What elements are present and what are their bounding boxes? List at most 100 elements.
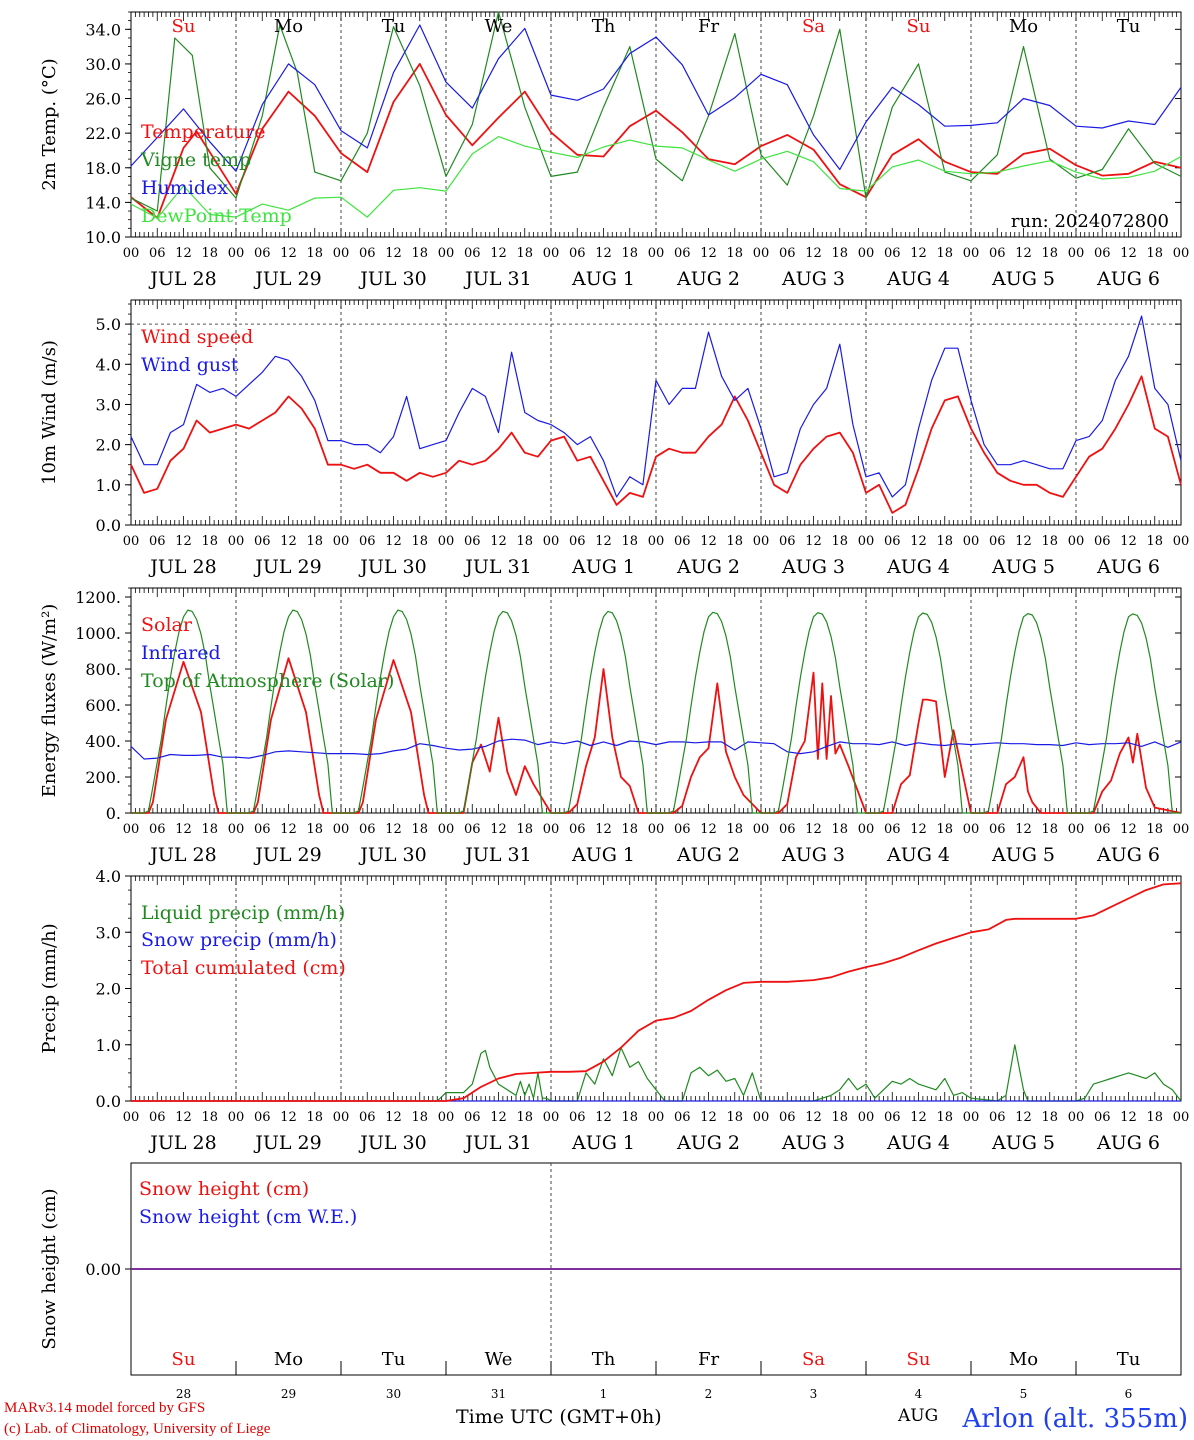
hour-label: 06: [779, 246, 796, 261]
panel-frame: [130, 299, 1182, 526]
hour-label: 18: [516, 534, 533, 549]
hour-label: 18: [411, 534, 428, 549]
hour-label: 06: [884, 1110, 901, 1125]
hour-label: 12: [280, 534, 297, 549]
legend-dewpoint-temp: DewPoint Temp: [141, 205, 292, 227]
hour-label: 06: [989, 1110, 1006, 1125]
hour-label: 00: [123, 534, 140, 549]
hour-label: 06: [359, 822, 376, 837]
legend-infrared: Infrared: [141, 642, 221, 664]
hour-label: 06: [359, 246, 376, 261]
hour-label: 18: [936, 534, 953, 549]
hour-label: 12: [910, 534, 927, 549]
day-number-label: 1: [600, 1387, 608, 1401]
y-tick-label: 4.0: [96, 355, 121, 374]
hour-label: 18: [936, 1110, 953, 1125]
hour-label: 18: [306, 822, 323, 837]
hour-label: 18: [306, 534, 323, 549]
date-label: AUG 2: [676, 556, 740, 578]
y-tick-label: 2.0: [96, 980, 121, 999]
hour-label: 06: [359, 1110, 376, 1125]
date-label: AUG 4: [886, 1132, 950, 1154]
panel-4: 0.0 1.0 2.0 3.0 4.0 Precip (mm/h) Liquid preci…: [39, 867, 1189, 1154]
day-of-week-label: Su: [172, 16, 196, 37]
hour-label: 18: [411, 822, 428, 837]
hour-label: 12: [910, 246, 927, 261]
legend-temperature: Temperature: [141, 121, 265, 143]
hour-label: 00: [648, 1110, 665, 1125]
x-axis-title: Time UTC (GMT+0h): [456, 1406, 662, 1428]
hour-label: 00: [438, 534, 455, 549]
date-label: JUL 29: [253, 844, 321, 866]
hour-label: 18: [831, 246, 848, 261]
hour-label: 18: [831, 822, 848, 837]
hour-label: 18: [201, 246, 218, 261]
panel-frame: [130, 587, 1182, 814]
y-axis-label: Precip (mm/h): [39, 923, 60, 1053]
series-line-vigne-temp: [130, 11, 1182, 212]
hour-label: 12: [490, 822, 507, 837]
day-number-label: 4: [915, 1387, 923, 1401]
series-line-top-of-atmosphere-solar-: [131, 609, 1181, 814]
date-label: JUL 29: [253, 556, 321, 578]
date-label: AUG 4: [886, 268, 950, 290]
hour-label: 12: [1015, 1110, 1032, 1125]
day-of-week-label: We: [485, 16, 513, 37]
hour-label: 00: [123, 246, 140, 261]
hour-label: 12: [805, 246, 822, 261]
hour-label: 06: [569, 1110, 586, 1125]
legend-total-cumulated-cm-: Total cumulated (cm): [141, 957, 346, 979]
hour-label: 18: [831, 534, 848, 549]
date-label: JUL 31: [463, 1132, 531, 1154]
hour-label: 12: [280, 1110, 297, 1125]
hour-label: 00: [1068, 246, 1085, 261]
date-label: JUL 30: [358, 844, 426, 866]
date-label: AUG 2: [676, 1132, 740, 1154]
month-label: AUG: [898, 1406, 939, 1426]
hour-label: 18: [516, 1110, 533, 1125]
date-label: JUL 30: [358, 1132, 426, 1154]
hour-label: 06: [674, 822, 691, 837]
hour-label: 18: [201, 534, 218, 549]
hour-label: 06: [884, 534, 901, 549]
hour-label: 18: [411, 246, 428, 261]
hour-label: 00: [438, 246, 455, 261]
y-tick-label: 2.0: [96, 436, 121, 455]
date-label: AUG 1: [571, 268, 635, 290]
hour-label: 00: [543, 534, 560, 549]
series-line-total-cumulated-cm-: [131, 882, 1182, 1102]
day-of-week-label: Fr: [698, 16, 719, 37]
legend-wind-gust: Wind gust: [141, 354, 239, 376]
hour-label: 00: [228, 1110, 245, 1125]
y-axis-label: 2m Temp. (°C): [39, 58, 60, 190]
hour-label: 18: [726, 246, 743, 261]
hour-label: 00: [858, 1110, 875, 1125]
y-tick-label: 5.0: [96, 315, 121, 334]
date-label: AUG 6: [1096, 1132, 1160, 1154]
hour-label: 00: [333, 1110, 350, 1125]
y-axis-label: Snow height (cm): [39, 1188, 60, 1349]
series-line-dewpoint-temp: [130, 136, 1182, 219]
day-of-week-label: Mo: [1009, 16, 1038, 37]
hour-label: 00: [228, 534, 245, 549]
legend-top-of-atmosphere-solar-: Top of Atmosphere (Solar): [141, 670, 394, 692]
hour-label: 00: [753, 246, 770, 261]
y-tick-label: 18.0: [85, 159, 121, 178]
y-tick-label: 1.0: [96, 476, 121, 495]
day-of-week-label: We: [485, 1349, 513, 1370]
hour-label: 12: [280, 822, 297, 837]
day-number-label: 3: [810, 1387, 818, 1401]
hour-label: 06: [464, 534, 481, 549]
hour-label: 18: [516, 246, 533, 261]
date-label: JUL 31: [463, 556, 531, 578]
hour-label: 06: [149, 246, 166, 261]
hour-label: 06: [149, 534, 166, 549]
date-label: JUL 28: [148, 1132, 216, 1154]
hour-label: 18: [411, 1110, 428, 1125]
hour-label: 06: [359, 534, 376, 549]
date-label: JUL 31: [463, 268, 531, 290]
hour-label: 18: [306, 1110, 323, 1125]
hour-label: 00: [963, 822, 980, 837]
y-tick-label: 0.0: [96, 516, 121, 535]
date-label: AUG 5: [991, 556, 1055, 578]
